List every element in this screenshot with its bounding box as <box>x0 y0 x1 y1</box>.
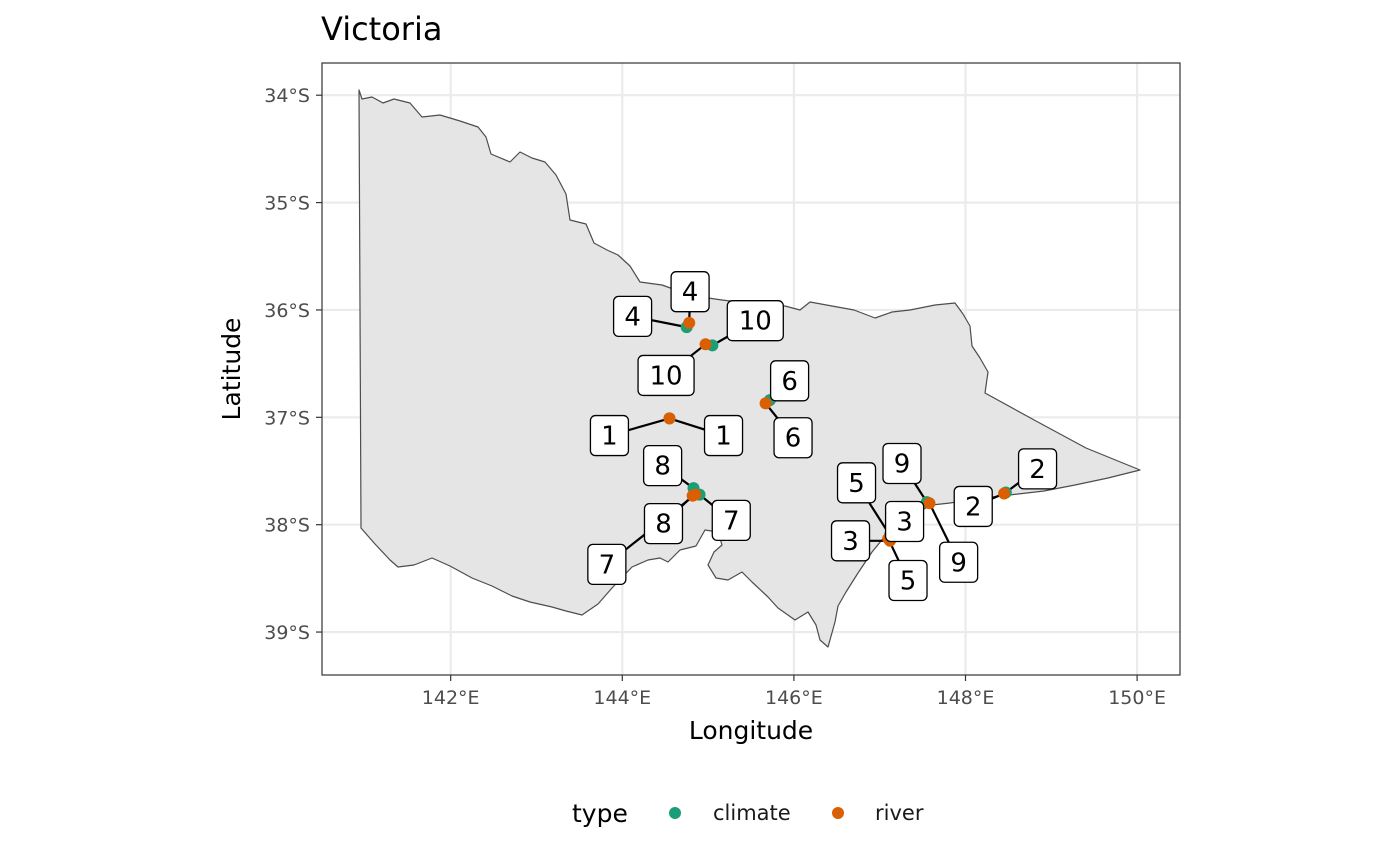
site-label-river-10: 10 <box>637 354 695 397</box>
site-label-box <box>882 442 922 485</box>
site-label-text: 7 <box>723 506 740 536</box>
y-axis-label: Latitude <box>217 318 246 421</box>
y-tick-label: 34°S <box>264 85 310 107</box>
site-label-river-5: 5 <box>888 559 928 602</box>
y-tick-label: 37°S <box>264 407 310 429</box>
y-tick-label: 39°S <box>264 622 310 644</box>
site-label-text: 8 <box>655 510 672 540</box>
site-label-text: 4 <box>682 278 699 308</box>
site-label-box <box>703 414 744 457</box>
x-tick-label: 150°E <box>1108 687 1166 709</box>
site-label-climate-1: 1 <box>589 414 630 457</box>
y-tick-label: 38°S <box>264 515 310 537</box>
site-label-river-3: 3 <box>830 520 871 562</box>
site-label-text: 1 <box>601 422 618 452</box>
legend: type climate river <box>572 799 924 828</box>
y-tick-label: 35°S <box>264 193 310 215</box>
point-river-2 <box>998 487 1011 500</box>
plot-panel-border <box>321 62 1181 676</box>
point-river-8 <box>686 489 699 502</box>
site-label-box <box>637 354 695 397</box>
site-label-river-7: 7 <box>587 543 627 586</box>
site-label-text: 6 <box>781 367 798 397</box>
site-label-text: 9 <box>950 548 967 578</box>
site-label-climate-10: 10 <box>726 300 784 342</box>
site-label-box <box>1017 448 1058 490</box>
site-label-text: 6 <box>785 424 802 454</box>
site-label-river-6: 6 <box>773 417 813 459</box>
site-label-river-8: 8 <box>643 502 684 545</box>
site-label-box <box>938 541 979 583</box>
site-label-box <box>670 271 710 313</box>
x-tick-label: 142°E <box>422 687 480 709</box>
x-tick-label: 148°E <box>937 687 995 709</box>
point-river-9 <box>923 497 936 510</box>
site-label-river-4: 4 <box>670 271 710 313</box>
site-label-text: 7 <box>599 550 616 580</box>
point-river-1 <box>663 412 676 425</box>
legend-key-climate <box>669 807 681 819</box>
site-label-text: 2 <box>1029 455 1046 485</box>
site-label-text: 8 <box>654 452 671 482</box>
chart-title: Victoria <box>321 10 442 48</box>
legend-key-river <box>832 807 844 819</box>
site-label-climate-3: 3 <box>884 500 925 543</box>
site-label-box <box>726 300 784 342</box>
site-label-box <box>642 444 683 487</box>
site-label-river-2: 2 <box>953 485 993 528</box>
site-label-text: 4 <box>624 302 641 332</box>
site-label-box <box>888 559 928 602</box>
site-points <box>663 316 1012 547</box>
axes: 142°E 144°E 146°E 148°E 150°E 34°S 35°S 36°S 37°… <box>264 85 1166 709</box>
site-label-text: 9 <box>894 449 911 479</box>
site-label-climate-6: 6 <box>769 360 810 402</box>
site-label-climate-9: 9 <box>882 442 922 485</box>
site-label-box <box>587 543 627 586</box>
point-river-6 <box>759 397 772 410</box>
legend-label-climate: climate <box>713 801 791 825</box>
site-label-text: 10 <box>650 361 683 391</box>
site-label-box <box>589 414 630 457</box>
site-label-climate-4: 4 <box>612 295 653 338</box>
site-label-box <box>953 485 993 528</box>
site-labels: 4 4 10 10 6 6 1 1 8 8 7 7 5 5 3 3 9 9 2 2 <box>587 271 1058 602</box>
site-label-box <box>884 500 925 543</box>
site-label-text: 1 <box>715 422 732 452</box>
site-label-box <box>711 499 751 542</box>
site-label-river-9: 9 <box>938 541 979 583</box>
site-label-climate-2: 2 <box>1017 448 1058 490</box>
site-label-text: 3 <box>896 507 913 537</box>
site-label-text: 5 <box>848 469 865 499</box>
site-label-box <box>830 520 871 562</box>
site-label-box <box>836 462 877 504</box>
x-tick-label: 146°E <box>765 687 823 709</box>
legend-title: type <box>572 799 628 828</box>
site-label-box <box>769 360 810 402</box>
x-tick-label: 144°E <box>593 687 651 709</box>
victoria-state-shape <box>358 89 1141 648</box>
site-label-river-1: 1 <box>703 414 744 457</box>
site-label-text: 5 <box>900 567 917 597</box>
point-river-4 <box>683 316 696 329</box>
site-label-climate-7: 7 <box>711 499 751 542</box>
site-label-box <box>643 502 684 545</box>
point-river-10 <box>699 338 712 351</box>
site-label-climate-5: 5 <box>836 462 877 504</box>
site-label-text: 2 <box>965 492 982 522</box>
x-axis-label: Longitude <box>689 716 813 745</box>
site-label-climate-8: 8 <box>642 444 683 487</box>
site-label-box <box>612 295 653 338</box>
legend-label-river: river <box>875 801 924 825</box>
site-label-box <box>773 417 813 459</box>
site-label-text: 10 <box>739 307 772 337</box>
site-label-text: 3 <box>842 527 859 557</box>
y-tick-label: 36°S <box>264 300 310 322</box>
